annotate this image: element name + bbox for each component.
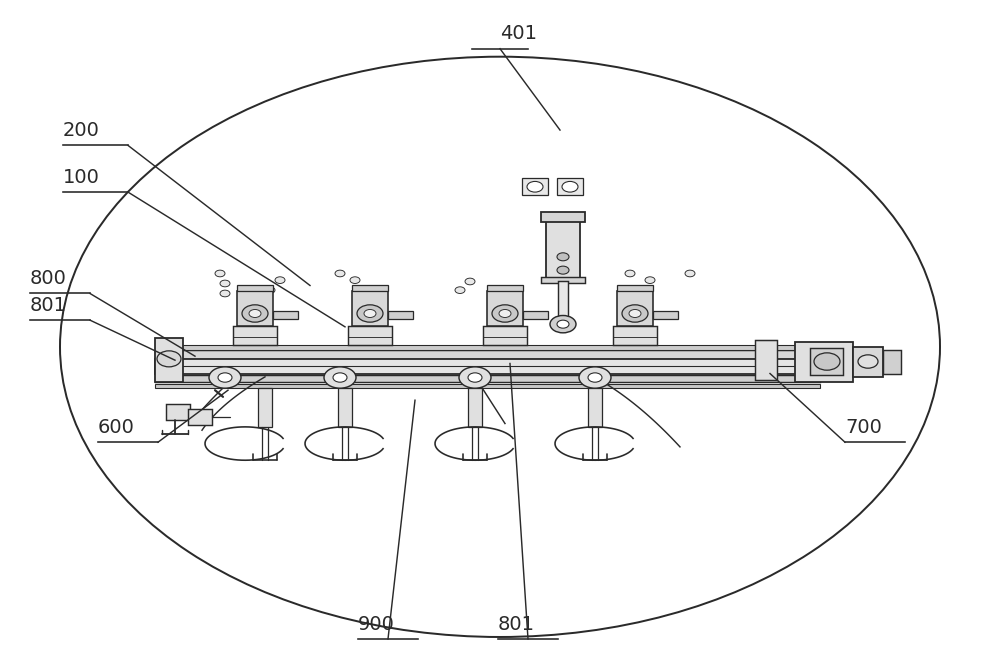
Circle shape xyxy=(209,367,241,388)
Bar xyxy=(237,285,273,291)
Bar xyxy=(523,311,548,319)
Circle shape xyxy=(157,351,181,367)
Bar xyxy=(755,340,777,380)
Bar xyxy=(155,375,820,382)
Text: 401: 401 xyxy=(500,25,537,43)
Bar xyxy=(617,291,653,326)
Circle shape xyxy=(685,270,695,277)
Text: 200: 200 xyxy=(63,121,100,140)
Circle shape xyxy=(622,305,648,322)
Bar xyxy=(558,281,568,320)
Text: 700: 700 xyxy=(845,418,882,437)
Bar xyxy=(155,338,183,382)
Circle shape xyxy=(215,270,225,277)
Bar xyxy=(546,220,580,280)
Circle shape xyxy=(468,373,482,382)
Circle shape xyxy=(625,270,635,277)
Circle shape xyxy=(814,353,840,370)
Bar xyxy=(795,342,853,382)
Circle shape xyxy=(499,309,511,317)
Circle shape xyxy=(550,315,576,333)
Bar xyxy=(155,384,820,388)
Bar xyxy=(258,388,272,427)
Circle shape xyxy=(455,287,465,293)
Bar xyxy=(617,285,653,291)
Circle shape xyxy=(333,373,347,382)
Circle shape xyxy=(858,355,878,368)
Bar xyxy=(188,409,212,425)
Bar xyxy=(352,291,388,326)
Bar xyxy=(348,326,392,345)
Circle shape xyxy=(465,278,475,285)
Circle shape xyxy=(265,287,275,293)
Bar xyxy=(352,285,388,291)
Circle shape xyxy=(275,277,285,283)
Text: 800: 800 xyxy=(30,269,67,288)
Circle shape xyxy=(324,367,356,388)
Text: 801: 801 xyxy=(30,296,67,315)
Bar xyxy=(810,348,843,375)
Circle shape xyxy=(335,270,345,277)
Circle shape xyxy=(218,373,232,382)
Circle shape xyxy=(527,181,543,192)
Circle shape xyxy=(588,373,602,382)
Bar xyxy=(557,178,583,195)
Circle shape xyxy=(242,305,268,322)
Bar xyxy=(541,212,585,222)
Bar xyxy=(273,311,298,319)
Text: 801: 801 xyxy=(498,615,535,634)
Bar xyxy=(883,350,901,374)
Circle shape xyxy=(492,305,518,322)
Bar xyxy=(165,345,810,350)
Circle shape xyxy=(364,309,376,317)
Bar xyxy=(388,311,413,319)
Text: 100: 100 xyxy=(63,168,100,187)
Circle shape xyxy=(220,280,230,287)
Bar xyxy=(522,178,548,195)
Bar xyxy=(166,404,190,420)
Bar xyxy=(233,326,277,345)
Circle shape xyxy=(645,277,655,283)
Circle shape xyxy=(557,266,569,274)
Bar xyxy=(468,388,482,427)
Bar xyxy=(853,347,883,377)
Circle shape xyxy=(350,277,360,283)
Bar xyxy=(155,350,820,359)
Circle shape xyxy=(557,320,569,328)
Circle shape xyxy=(557,253,569,261)
Bar xyxy=(541,277,585,283)
Bar xyxy=(155,359,820,374)
Bar xyxy=(237,291,273,326)
Circle shape xyxy=(562,181,578,192)
Circle shape xyxy=(220,290,230,297)
Text: 600: 600 xyxy=(98,418,135,437)
Circle shape xyxy=(249,309,261,317)
Circle shape xyxy=(459,367,491,388)
Bar xyxy=(653,311,678,319)
Bar xyxy=(338,388,352,427)
Bar xyxy=(487,285,523,291)
Bar xyxy=(483,326,527,345)
Bar xyxy=(613,326,657,345)
Bar xyxy=(487,291,523,326)
Bar xyxy=(588,388,602,427)
Circle shape xyxy=(629,309,641,317)
Circle shape xyxy=(579,367,611,388)
Text: 900: 900 xyxy=(358,615,395,634)
Circle shape xyxy=(357,305,383,322)
